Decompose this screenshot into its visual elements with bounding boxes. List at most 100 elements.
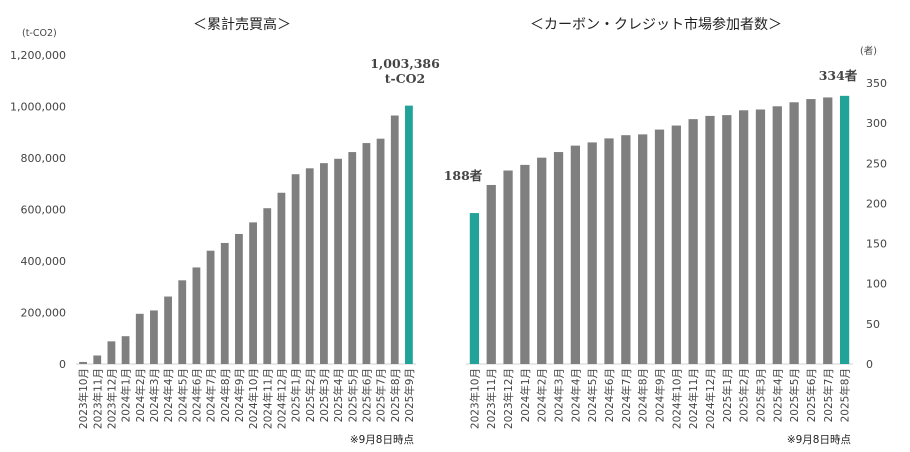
left-x-tick-label: 2024年4月 <box>162 368 175 422</box>
left-x-tick-label: 2023年12月 <box>105 368 118 429</box>
left-callout-value: 1,003,386 <box>370 56 440 71</box>
right-bar <box>839 95 850 365</box>
left-bar <box>150 310 158 364</box>
right-x-tick-label: 2023年11月 <box>485 368 498 429</box>
left-bar <box>277 192 286 364</box>
left-bar <box>235 233 243 364</box>
left-bar <box>405 105 413 364</box>
left-bar <box>320 163 328 364</box>
right-x-tick-label: 2024年2月 <box>536 368 549 422</box>
right-y-tick-label: 200 <box>866 197 887 210</box>
left-bar <box>220 242 229 364</box>
right-x-tick-label: 2025年5月 <box>788 368 801 422</box>
right-bar <box>520 164 530 364</box>
left-chart-title: ＜累計売買高＞ <box>193 16 291 33</box>
right-x-tick-label: 2024年6月 <box>603 368 616 422</box>
right-chart-title: ＜カーボン・クレジット市場参加者数＞ <box>530 16 782 33</box>
right-bar <box>486 184 496 364</box>
left-y-tick-label: 0 <box>59 358 66 371</box>
right-bar <box>503 170 513 364</box>
left-plot-area: 1,200,000 1,000,000 800,000 600,000 400,000 2… <box>10 49 416 429</box>
left-x-tick-label: 2024年12月 <box>275 368 288 429</box>
left-x-tick-label: 2025年2月 <box>304 368 317 422</box>
right-bar <box>604 138 614 364</box>
left-bar <box>93 355 102 364</box>
left-bar <box>376 138 385 364</box>
left-x-tick-label: 2025年3月 <box>318 368 331 422</box>
right-bar <box>755 109 766 364</box>
left-bar <box>390 115 399 364</box>
right-bar <box>537 157 547 364</box>
left-x-tick-label: 2025年9月 <box>403 368 416 422</box>
right-bar <box>621 135 631 364</box>
left-unit-label: (t-CO2) <box>22 28 57 39</box>
left-x-tick-label: 2023年10月 <box>77 368 90 429</box>
right-x-tick-label: 2023年10月 <box>468 368 481 429</box>
right-x-tick-label: 2025年8月 <box>839 368 852 422</box>
right-bar <box>739 110 749 364</box>
right-bar <box>789 102 799 365</box>
left-y-tick-label: 1,200,000 <box>10 49 66 62</box>
right-bar <box>638 134 648 364</box>
right-bar <box>671 125 681 365</box>
left-x-tick-label: 2024年9月 <box>233 368 246 422</box>
left-bar <box>192 267 201 364</box>
left-y-tick-label: 400,000 <box>21 255 67 268</box>
left-bar <box>263 208 272 364</box>
right-x-tick-label: 2025年3月 <box>754 368 767 422</box>
right-y-tick-label: 100 <box>866 278 887 291</box>
right-last-callout: 334者 <box>819 68 858 83</box>
right-x-tick-label: 2025年6月 <box>805 368 818 422</box>
right-x-tick-label: 2023年12月 <box>502 368 515 429</box>
left-x-tick-label: 2024年1月 <box>120 368 133 422</box>
right-bar <box>587 142 597 364</box>
right-x-tick-label: 2024年1月 <box>519 368 532 422</box>
right-x-tick-label: 2025年1月 <box>721 368 734 422</box>
right-x-tick-label: 2024年3月 <box>553 368 566 422</box>
left-bar <box>164 296 172 364</box>
right-x-tick-label: 2025年4月 <box>771 368 784 422</box>
left-bar <box>362 143 371 364</box>
right-x-tick-label: 2024年4月 <box>569 368 582 422</box>
right-bar <box>722 115 732 364</box>
left-bar <box>107 341 116 364</box>
left-callout-unit: t-CO2 <box>385 71 426 86</box>
left-x-tick-label: 2025年8月 <box>389 368 402 422</box>
right-x-tick-label: 2025年7月 <box>822 368 835 422</box>
left-x-tick-label: 2025年6月 <box>360 368 373 422</box>
right-y-tick-label: 250 <box>866 157 887 170</box>
left-x-tick-label: 2024年6月 <box>190 368 203 422</box>
left-x-tick-label: 2024年5月 <box>176 368 189 422</box>
left-bar <box>135 313 144 364</box>
right-unit-label: (者) <box>860 46 877 57</box>
right-y-tick-label: 350 <box>866 77 887 90</box>
right-x-tick-label: 2024年9月 <box>654 368 667 422</box>
left-x-tick-label: 2024年8月 <box>219 368 232 422</box>
right-bar <box>570 145 580 364</box>
right-y-tick-label: 0 <box>866 358 873 371</box>
right-y-tick-label: 150 <box>866 238 887 251</box>
right-bar <box>553 152 564 364</box>
left-x-tick-label: 2025年5月 <box>346 368 359 422</box>
left-y-tick-label: 1,000,000 <box>10 101 66 114</box>
left-bar <box>178 280 187 364</box>
left-x-tick-label: 2025年4月 <box>332 368 345 422</box>
right-x-tick-label: 2024年11月 <box>687 368 700 429</box>
left-bar <box>249 222 257 364</box>
left-y-tick-label: 600,000 <box>21 204 67 217</box>
right-bar <box>823 97 833 365</box>
left-x-tick-label: 2024年3月 <box>148 368 161 422</box>
left-x-tick-label: 2024年7月 <box>205 368 218 422</box>
right-x-tick-label: 2024年10月 <box>670 368 683 429</box>
right-x-tick-label: 2024年7月 <box>620 368 633 422</box>
right-y-tick-label: 300 <box>866 117 887 130</box>
left-x-tick-label: 2025年1月 <box>290 368 303 422</box>
right-bar <box>705 115 715 364</box>
left-x-tick-label: 2025年7月 <box>375 368 388 422</box>
right-x-tick-label: 2024年12月 <box>704 368 717 429</box>
right-bar <box>688 119 698 364</box>
right-note: ※9月8日時点 <box>787 434 851 446</box>
left-bar <box>334 158 342 364</box>
right-plot-area: 350 300 250 200 150 100 50 0 2023年10月 2023年11月 202… <box>466 77 887 429</box>
